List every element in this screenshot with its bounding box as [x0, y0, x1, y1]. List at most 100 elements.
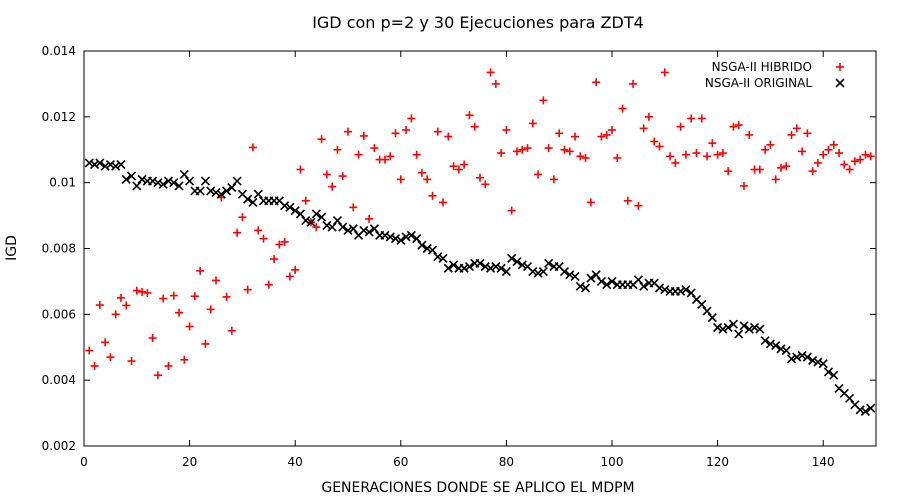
- data-point-original: [111, 161, 121, 171]
- data-point-original: [248, 197, 258, 207]
- y-tick-label: 0.004: [42, 373, 76, 387]
- data-point-hibrido: [534, 170, 543, 179]
- data-point-original: [433, 252, 443, 262]
- data-point-hibrido: [454, 165, 463, 174]
- data-point-original: [533, 268, 543, 278]
- data-point-hibrido: [740, 181, 748, 190]
- data-point-hibrido: [629, 79, 638, 88]
- data-point-hibrido: [233, 228, 242, 237]
- data-point-hibrido: [634, 201, 643, 210]
- data-point-hibrido: [280, 237, 289, 246]
- data-point-original: [544, 258, 554, 268]
- data-point-original: [808, 355, 818, 365]
- data-point-original: [559, 266, 570, 277]
- data-point-hibrido: [243, 285, 252, 294]
- data-point-hibrido: [407, 114, 416, 123]
- plot-frame: [83, 50, 877, 447]
- data-point-hibrido: [486, 68, 495, 77]
- data-point-original: [475, 258, 485, 268]
- data-point-hibrido: [555, 129, 564, 138]
- data-point-hibrido: [138, 287, 147, 296]
- data-point-original: [211, 187, 221, 198]
- data-point-original: [728, 319, 739, 329]
- data-point-original: [607, 276, 617, 286]
- data-point-original: [343, 225, 353, 235]
- data-point-original: [491, 262, 501, 272]
- data-point-original: [813, 357, 823, 367]
- data-point-original: [443, 263, 453, 273]
- data-point-hibrido: [713, 150, 722, 159]
- data-point-hibrido: [602, 130, 611, 139]
- data-point-original: [280, 201, 290, 211]
- data-point-hibrido: [718, 149, 727, 158]
- data-point-hibrido: [766, 140, 775, 149]
- data-point-original: [338, 222, 348, 232]
- data-point-hibrido: [597, 132, 606, 141]
- data-point-original: [744, 324, 754, 334]
- chart-title: IGD con p=2 y 30 Ejecuciones para ZDT4: [312, 13, 644, 32]
- data-point-original: [501, 266, 511, 277]
- y-axis: 0.002 0.004 0.006 0.008 0.01 0.012 0.014: [42, 44, 876, 453]
- data-point-hibrido: [159, 294, 168, 303]
- data-point-hibrido: [845, 165, 854, 174]
- x-tick-label: 80: [499, 455, 514, 469]
- data-point-hibrido: [618, 104, 627, 113]
- data-point-hibrido: [222, 292, 231, 301]
- data-point-hibrido: [792, 124, 801, 133]
- data-point-original: [866, 403, 876, 413]
- data-point-hibrido: [565, 147, 574, 156]
- data-point-original: [739, 321, 749, 331]
- data-point-original: [295, 209, 306, 219]
- data-point-hibrido: [106, 353, 115, 362]
- data-point-hibrido: [439, 198, 448, 207]
- data-point-hibrido: [644, 112, 653, 121]
- data-point-original: [654, 283, 665, 293]
- data-point-hibrido: [291, 265, 300, 274]
- data-point-original: [639, 281, 649, 291]
- data-point-hibrido: [835, 149, 844, 158]
- data-point-hibrido: [370, 144, 379, 153]
- data-point-original: [206, 186, 216, 196]
- data-point-original: [126, 171, 137, 181]
- data-point-original: [538, 266, 548, 277]
- data-point-hibrido: [312, 223, 321, 232]
- data-point-original: [823, 367, 834, 377]
- data-point-original: [137, 174, 147, 184]
- data-point-original: [723, 322, 733, 333]
- data-point-original: [792, 352, 802, 362]
- data-point-original: [676, 286, 686, 296]
- data-point-hibrido: [433, 127, 442, 136]
- data-point-hibrido: [259, 234, 268, 243]
- data-point-original: [100, 161, 110, 171]
- data-point-original: [591, 270, 601, 280]
- y-tick-label: 0.006: [42, 307, 76, 321]
- data-point-hibrido: [687, 114, 696, 123]
- data-point-hibrido: [254, 226, 263, 235]
- data-point-original: [385, 232, 395, 242]
- data-point-original: [749, 322, 760, 333]
- data-point-hibrido: [349, 203, 358, 212]
- data-point-original: [369, 224, 379, 234]
- data-point-hibrido: [660, 68, 669, 77]
- data-point-hibrido: [143, 288, 152, 297]
- data-point-hibrido: [655, 142, 664, 151]
- data-point-original: [216, 189, 226, 199]
- data-point-hibrido: [481, 180, 490, 189]
- data-point-hibrido: [148, 334, 157, 343]
- data-point-hibrido: [798, 147, 807, 156]
- x-tick-label: 140: [812, 455, 835, 469]
- data-point-hibrido: [787, 130, 796, 139]
- data-point-original: [707, 313, 717, 323]
- data-point-hibrido: [729, 122, 738, 131]
- legend-label-hibrido: NSGA-II HIBRIDO: [712, 60, 812, 74]
- data-point-original: [829, 370, 839, 380]
- legend-symbol: [836, 63, 844, 71]
- data-point-original: [153, 178, 163, 188]
- data-point-original: [169, 178, 179, 188]
- data-point-original: [681, 285, 691, 295]
- legend-symbol: [835, 78, 845, 88]
- data-point-hibrido: [539, 96, 548, 105]
- data-point-hibrido: [692, 149, 701, 158]
- data-point-hibrido: [491, 79, 500, 88]
- data-point-hibrido: [866, 152, 875, 161]
